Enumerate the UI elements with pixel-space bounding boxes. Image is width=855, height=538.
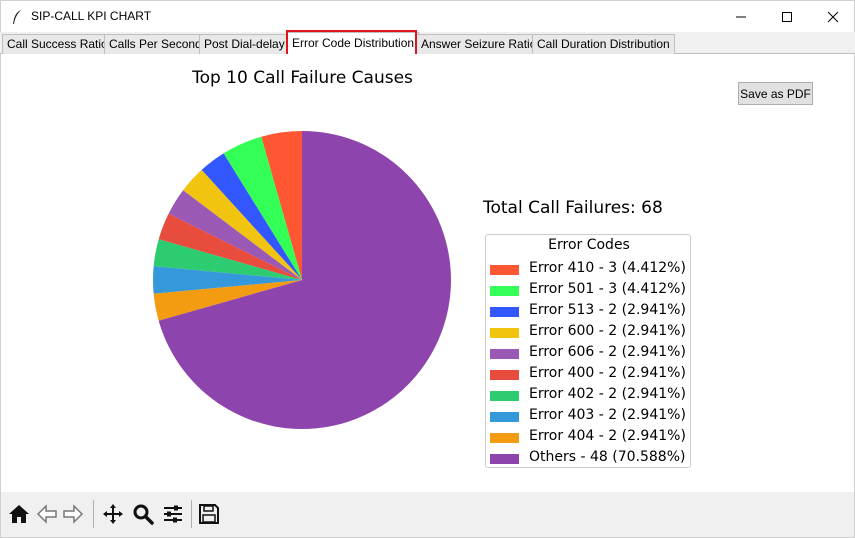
pie-slice xyxy=(153,239,302,280)
pie-chart xyxy=(153,131,452,429)
toolbar-separator xyxy=(191,500,192,528)
pie-slice xyxy=(168,190,302,280)
legend-label: Error 513 - 2 (2.941%) xyxy=(529,302,686,318)
maximize-button[interactable] xyxy=(764,1,810,32)
forward-button[interactable] xyxy=(61,502,85,526)
tab-error-code-distribution[interactable]: Error Code Distribution xyxy=(287,32,420,55)
legend-item: Error 403 - 2 (2.941%) xyxy=(490,406,690,427)
tab-call-duration-distribution[interactable]: Call Duration Distribution xyxy=(532,34,675,54)
legend-swatch xyxy=(490,349,519,359)
legend-label: Error 400 - 2 (2.941%) xyxy=(529,365,686,381)
legend-item: Error 600 - 2 (2.941%) xyxy=(490,322,690,343)
legend-swatch xyxy=(490,412,519,422)
pan-button[interactable] xyxy=(101,502,125,526)
tab-post-dial-delay[interactable]: Post Dial-delay xyxy=(199,34,290,54)
configure-subplots-button[interactable] xyxy=(161,502,185,526)
legend-swatch xyxy=(490,265,519,275)
configure-subplots-icon xyxy=(164,505,182,523)
pie-slice xyxy=(153,266,302,294)
legend-title: Error Codes xyxy=(548,237,630,253)
tab-answer-seizure-ratio[interactable]: Answer Seizure Ratio xyxy=(416,34,542,54)
toolbar-separator xyxy=(93,500,94,528)
legend-label: Error 606 - 2 (2.941%) xyxy=(529,344,686,360)
forward-arrow-icon xyxy=(63,504,84,524)
home-icon xyxy=(9,505,29,523)
legend: Error Codes Error 410 - 3 (4.412%) Error … xyxy=(485,234,691,468)
legend-item: Error 404 - 2 (2.941%) xyxy=(490,427,690,448)
legend-item: Others - 48 (70.588%) xyxy=(490,448,690,469)
legend-label: Error 600 - 2 (2.941%) xyxy=(529,323,686,339)
back-arrow-icon xyxy=(36,504,57,524)
tab-call-success-ratio[interactable]: Call Success Ratio xyxy=(2,34,113,54)
tab-calls-per-second[interactable]: Calls Per Second xyxy=(104,34,207,54)
minimize-icon xyxy=(736,16,746,17)
close-button[interactable] xyxy=(810,1,855,32)
chart-title: Top 10 Call Failure Causes xyxy=(192,68,413,88)
pan-icon xyxy=(103,504,123,524)
legend-swatch xyxy=(490,391,519,401)
pie-slice xyxy=(153,280,302,321)
home-button[interactable] xyxy=(7,502,31,526)
close-icon xyxy=(827,11,839,22)
pie-slice xyxy=(261,131,302,280)
pie-slice xyxy=(183,169,302,280)
legend-label: Error 501 - 3 (4.412%) xyxy=(529,281,686,297)
legend-label: Error 410 - 3 (4.412%) xyxy=(529,260,686,276)
pie-slice xyxy=(201,153,302,280)
window-title: SIP-CALL KPI CHART xyxy=(31,9,152,23)
legend-item: Error 513 - 2 (2.941%) xyxy=(490,301,690,322)
legend-swatch xyxy=(490,454,519,464)
legend-label: Error 404 - 2 (2.941%) xyxy=(529,428,686,444)
pie-slice xyxy=(158,131,452,429)
legend-label: Others - 48 (70.588%) xyxy=(529,449,686,465)
zoom-icon xyxy=(133,504,154,525)
legend-swatch xyxy=(490,307,519,317)
legend-item: Error 606 - 2 (2.941%) xyxy=(490,343,690,364)
pie-slice xyxy=(223,136,302,280)
save-as-pdf-button[interactable]: Save as PDF xyxy=(738,82,813,105)
legend-swatch xyxy=(490,328,519,338)
legend-label: Error 403 - 2 (2.941%) xyxy=(529,407,686,423)
legend-item: Error 402 - 2 (2.941%) xyxy=(490,385,690,406)
legend-swatch xyxy=(490,286,519,296)
legend-swatch xyxy=(490,433,519,443)
pie-slice xyxy=(158,213,302,280)
total-call-failures: Total Call Failures: 68 xyxy=(483,198,663,218)
save-icon xyxy=(199,504,219,524)
legend-swatch xyxy=(490,370,519,380)
minimize-button[interactable] xyxy=(718,1,764,32)
save-figure-button[interactable] xyxy=(197,502,221,526)
navigation-toolbar xyxy=(0,492,855,538)
legend-item: Error 400 - 2 (2.941%) xyxy=(490,364,690,385)
legend-label: Error 402 - 2 (2.941%) xyxy=(529,386,686,402)
zoom-button[interactable] xyxy=(131,502,155,526)
feather-icon xyxy=(13,10,21,24)
back-button[interactable] xyxy=(35,502,59,526)
tab-bar: Call Success Ratio Calls Per Second Post… xyxy=(0,32,855,55)
legend-item: Error 410 - 3 (4.412%) xyxy=(490,259,690,280)
maximize-icon xyxy=(782,11,792,22)
title-bar: SIP-CALL KPI CHART xyxy=(0,0,855,32)
legend-item: Error 501 - 3 (4.412%) xyxy=(490,280,690,301)
